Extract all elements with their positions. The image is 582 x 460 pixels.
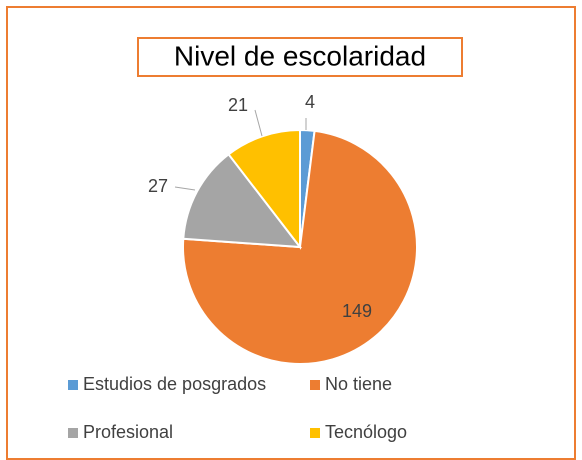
data-label: 21	[228, 95, 248, 115]
data-label: 27	[148, 176, 168, 196]
data-label: 149	[342, 301, 372, 321]
title-box	[137, 37, 463, 77]
data-label: 4	[305, 92, 315, 112]
leader-line	[174, 186, 196, 191]
legend-swatch	[68, 380, 78, 390]
legend-label: Profesional	[83, 422, 173, 442]
pie-slice	[227, 128, 301, 250]
leader-line	[254, 109, 263, 137]
legend-label: Estudios de posgrados	[83, 374, 266, 394]
legend-swatch	[310, 380, 320, 390]
chart-title: Nivel de escolaridad	[174, 40, 426, 71]
legend-swatch	[68, 428, 78, 438]
legend-label: No tiene	[325, 374, 392, 394]
legend-swatch	[310, 428, 320, 438]
pie-slice	[182, 152, 303, 249]
legend-label: Tecnólogo	[325, 422, 407, 442]
